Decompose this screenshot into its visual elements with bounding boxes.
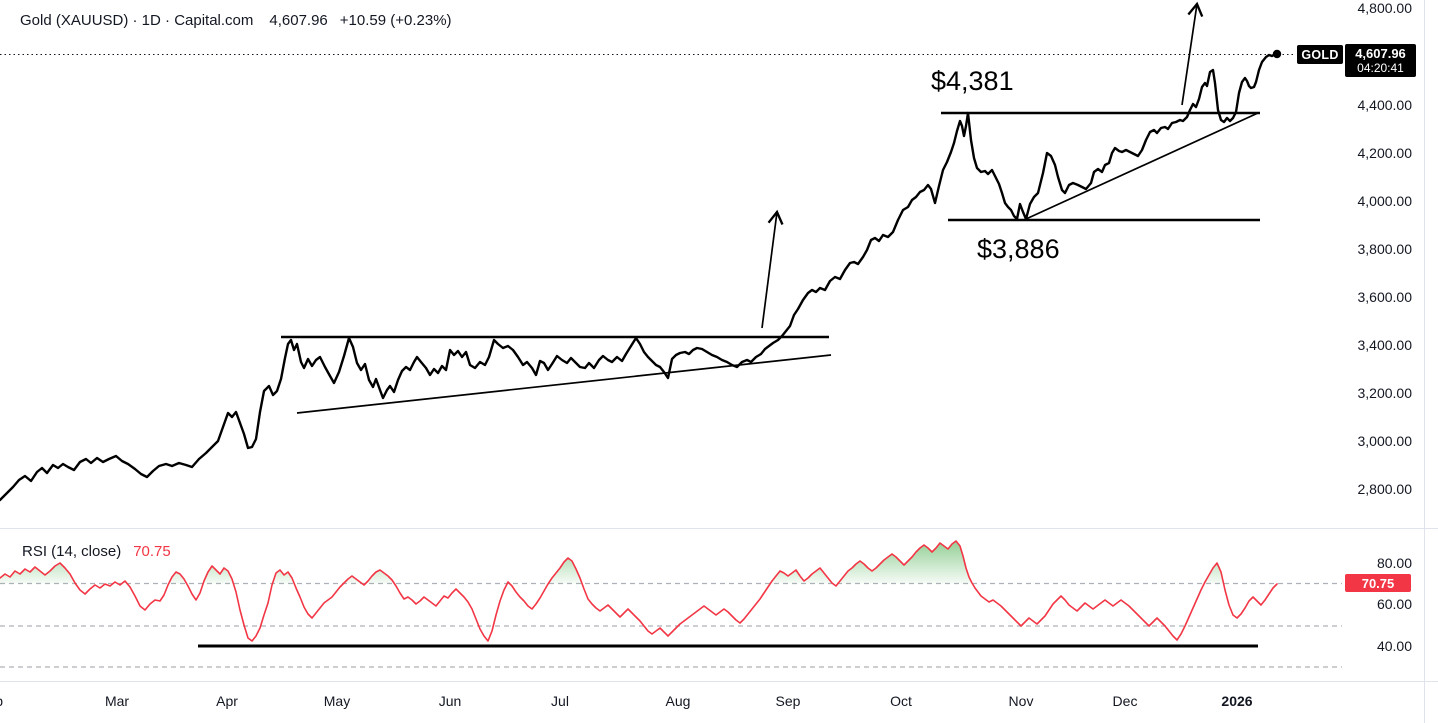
symbol-title: Gold (XAUUSD) · 1D · Capital.com (20, 12, 254, 29)
time-axis-label-jun: Jun (438, 693, 462, 709)
price-axis-label: 3,600.00 (1357, 289, 1413, 305)
support-price-annotation[interactable]: $3,886 (977, 234, 1060, 264)
breakout-arrow[interactable] (761, 209, 784, 329)
badge-countdown: 04:20:41 (1357, 60, 1404, 75)
rsi-badge-text: 70.75 (1361, 575, 1395, 591)
gold-badge-text: GOLD (1301, 47, 1339, 62)
price-axis-label: 2,800.00 (1357, 481, 1413, 497)
price-axis-label: 4,200.00 (1357, 145, 1413, 161)
last-price: 4,607.96 (269, 12, 328, 29)
price-line (0, 52, 1279, 502)
price-change: +10.59 (+0.23%) (339, 12, 452, 29)
time-axis-label-dec: Dec (1112, 693, 1138, 709)
price-axis-label: 3,000.00 (1357, 433, 1413, 449)
target-arrow[interactable] (1181, 1, 1204, 106)
time-axis-label-2026: 2026 (1221, 693, 1253, 709)
price-axis-label: 3,200.00 (1357, 385, 1413, 401)
time-axis-label-oct: Oct (890, 693, 912, 709)
time-axis-label-feb: Feb (0, 693, 3, 709)
rsi-label: RSI (14, close) (22, 543, 122, 560)
symbol-price-label-badge: GOLD (1297, 45, 1343, 64)
time-axis[interactable]: Feb Mar Apr May Jun Jul Aug Sep Oct Nov Dec 2026 (0, 681, 1438, 723)
time-axis-label-jul: Jul (551, 693, 569, 709)
rsi-line (0, 540, 1278, 642)
time-axis-label-mar: Mar (104, 693, 130, 709)
time-axis-label-may: May (323, 693, 351, 709)
symbol-legend[interactable]: Gold (XAUUSD) · 1D · Capital.com 4,607.96… (20, 12, 452, 29)
rsi-axis-label: 60.00 (1376, 596, 1412, 612)
range-bottom-trendline[interactable] (296, 354, 832, 414)
rsi-axis-label: 40.00 (1376, 638, 1412, 654)
resistance-price-annotation[interactable]: $4,381 (931, 66, 1014, 96)
panel-separator[interactable] (0, 528, 1438, 529)
time-axis-label-sep: Sep (775, 693, 801, 709)
badge-price: 4,607.96 (1355, 45, 1406, 61)
axis-separator (1424, 0, 1425, 723)
time-axis-label-aug: Aug (665, 693, 691, 709)
price-axis-label: 4,400.00 (1357, 97, 1413, 113)
ascending-trendline[interactable] (1025, 112, 1259, 220)
time-axis-label-nov: Nov (1008, 693, 1034, 709)
rsi-overbought-fill (0, 541, 1277, 584)
rsi-value: 70.75 (133, 543, 171, 560)
rsi-axis-label: 80.00 (1376, 555, 1412, 571)
rsi-value-badge: 70.75 (1345, 574, 1411, 592)
last-price-dot (1272, 49, 1282, 59)
price-axis-label: 3,800.00 (1357, 241, 1413, 257)
price-axis-label: 3,400.00 (1357, 337, 1413, 353)
time-axis-label-apr: Apr (216, 693, 238, 709)
current-price-badge: 4,607.96 04:20:41 (1345, 44, 1416, 77)
rsi-legend[interactable]: RSI (14, close) 70.75 (22, 543, 171, 560)
price-axis-label: 4,800.00 (1357, 0, 1413, 16)
price-axis-label: 4,000.00 (1357, 193, 1413, 209)
